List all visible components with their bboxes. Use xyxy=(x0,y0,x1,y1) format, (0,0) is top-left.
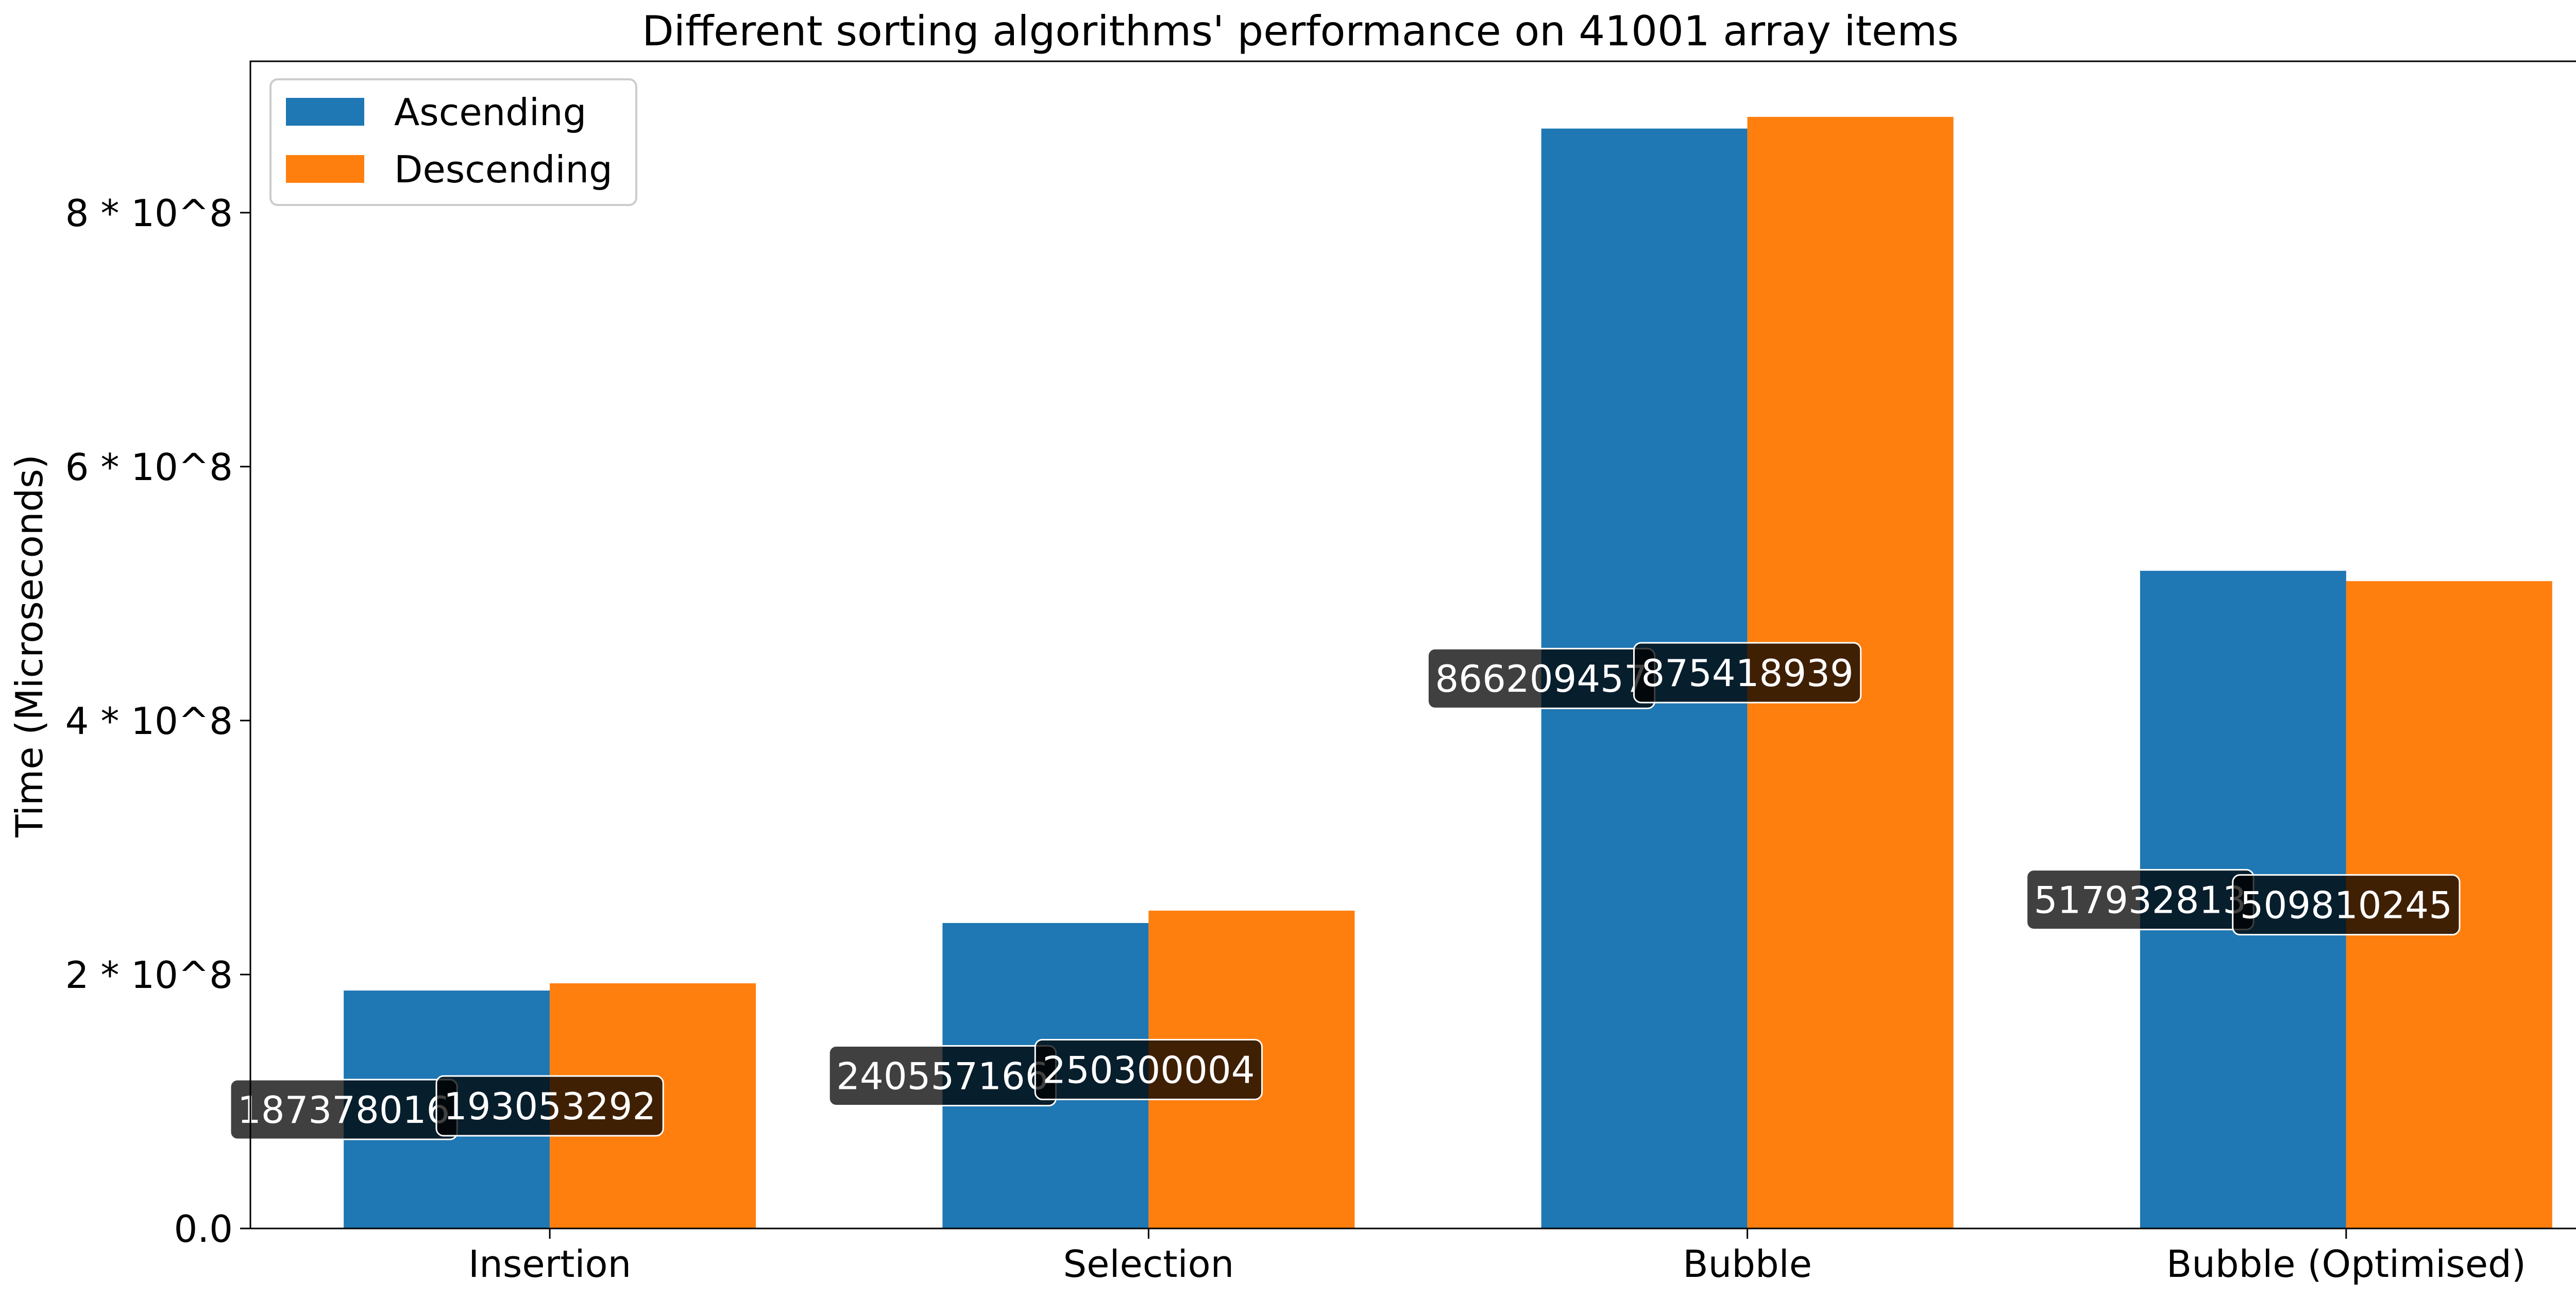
data-label-bubble-optimised-descending: 509810245 xyxy=(2232,874,2461,936)
x-tick-label-selection: Selection xyxy=(1063,1242,1234,1286)
plot-frame xyxy=(249,60,2576,1229)
data-label-text: 250300004 xyxy=(1042,1048,1255,1091)
y-tick-label: 8 * 10^8 xyxy=(65,192,233,235)
data-label-bubble-optimised-ascending: 517932813 xyxy=(2026,869,2255,931)
data-label-insertion-descending: 193053292 xyxy=(435,1075,664,1137)
legend-label-descending: Descending xyxy=(394,148,613,191)
data-label-text: 875418939 xyxy=(1641,652,1853,695)
y-tick-label: 4 * 10^8 xyxy=(65,699,233,743)
data-label-insertion-ascending: 187378016 xyxy=(229,1079,458,1140)
x-tick-label-bubble-optimised: Bubble (Optimised) xyxy=(2166,1242,2526,1286)
legend-label-ascending: Ascending xyxy=(394,91,586,134)
data-label-selection-ascending: 240557166 xyxy=(828,1045,1057,1106)
y-tick-label: 6 * 10^8 xyxy=(65,446,233,489)
data-label-box xyxy=(1633,642,1862,704)
legend: Ascending Descending xyxy=(269,78,637,206)
y-axis-label: Time (Microseconds) xyxy=(8,454,51,838)
data-label-text: 866209457 xyxy=(1435,657,1647,701)
data-label-bubble-ascending: 866209457 xyxy=(1427,647,1656,709)
data-label-text: 187378016 xyxy=(238,1088,450,1132)
data-label-selection-descending: 250300004 xyxy=(1034,1038,1263,1100)
data-label-text: 240557166 xyxy=(836,1054,1048,1098)
legend-swatch-descending xyxy=(286,155,364,183)
data-label-text: 193053292 xyxy=(444,1085,656,1128)
x-tick-label-bubble: Bubble xyxy=(1683,1242,1812,1286)
data-label-box xyxy=(1034,1038,1263,1100)
data-label-text: 509810245 xyxy=(2240,884,2452,927)
chart-title: Different sorting algorithms' performanc… xyxy=(642,7,1959,55)
y-tick-label: 0.0 xyxy=(174,1207,233,1251)
data-label-box xyxy=(2232,874,2461,936)
data-label-bubble-descending: 875418939 xyxy=(1633,642,1862,704)
data-label-text: 517932813 xyxy=(2034,879,2246,922)
axes-layer: 0.0 2 * 10^8 4 * 10^8 6 * 10^8 8 * 10^8 Inser… xyxy=(65,60,2576,1286)
legend-swatch-ascending xyxy=(286,98,364,126)
x-tick-label-insertion: Insertion xyxy=(468,1242,631,1286)
data-label-box xyxy=(435,1075,664,1137)
y-tick-label: 2 * 10^8 xyxy=(65,953,233,997)
